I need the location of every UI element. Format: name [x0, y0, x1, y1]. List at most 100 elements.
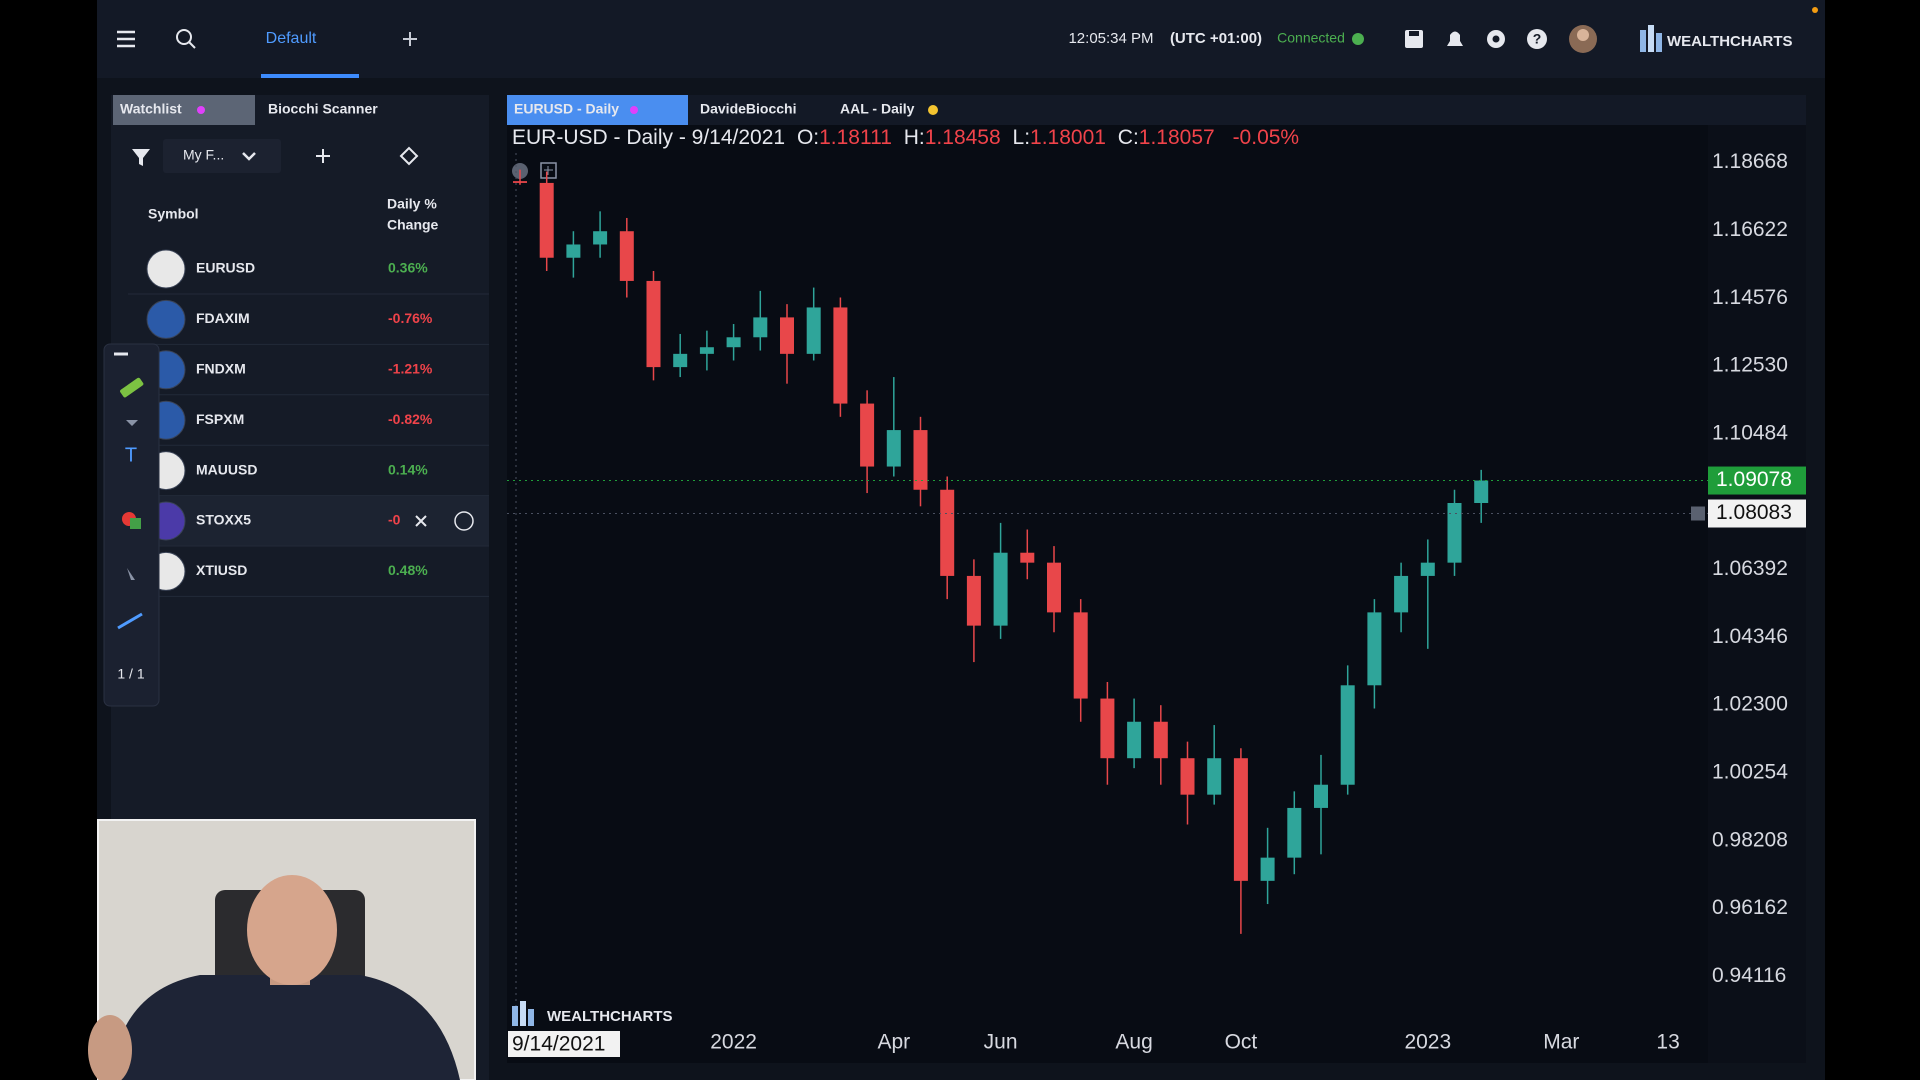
tab-dot: [197, 106, 205, 114]
candle-body: [1287, 807, 1302, 858]
alerts-button[interactable]: [1447, 31, 1463, 47]
layout-tab[interactable]: Default: [266, 30, 317, 47]
daily-change: -0.76%: [388, 310, 433, 326]
candle-body: [1340, 685, 1355, 785]
daily-change: 0.36%: [388, 260, 428, 276]
row-highlight: [128, 496, 489, 546]
candle-body: [1047, 562, 1061, 613]
candle-body: [966, 575, 981, 626]
ohlc-label: L:: [1013, 126, 1031, 149]
symbol-column-header: Symbol: [148, 206, 199, 222]
candle-body: [1447, 503, 1462, 563]
user-avatar[interactable]: [1569, 25, 1597, 53]
y-tick-label: 1.02300: [1712, 693, 1788, 716]
drawing-toolbar: T: [103, 343, 160, 707]
y-tick-label: 1.10484: [1712, 421, 1788, 444]
ohlc-value: 1.18458: [925, 126, 1001, 149]
ohlc-legend: EUR-USD - Daily - 9/14/2021 O:1.18111 H:…: [512, 126, 1299, 149]
chart-tab[interactable]: AAL - Daily: [840, 101, 915, 117]
chart-tab[interactable]: DavideBiocchi: [700, 101, 796, 117]
candle-body: [1127, 721, 1142, 759]
symbol[interactable]: MAUUSD: [196, 461, 257, 477]
timezone[interactable]: (UTC +01:00): [1170, 30, 1262, 47]
candle-body: [1100, 698, 1115, 759]
candle-body: [1367, 612, 1382, 686]
info-button[interactable]: [454, 511, 474, 531]
candle-body: [940, 489, 955, 576]
ohlc-value: 1.18057: [1139, 126, 1215, 149]
last-price-label: 1.09078: [1716, 468, 1792, 491]
symbol[interactable]: FNDXM: [196, 361, 246, 377]
remove-button[interactable]: [415, 515, 427, 527]
daily-change: 0.14%: [388, 461, 428, 477]
candle-body: [806, 307, 821, 354]
crosshair-date-box: [508, 1031, 620, 1057]
brand-logo: [1640, 25, 1662, 52]
tab-dot: [630, 106, 638, 114]
candle-body: [1314, 784, 1328, 808]
x-tick-label: 9/14/2021: [512, 1033, 605, 1056]
svg-text:?: ?: [1533, 31, 1542, 47]
candle-body: [646, 280, 661, 368]
candle-body: [780, 317, 794, 354]
save-button[interactable]: [1405, 30, 1423, 48]
ohlc-label: C:: [1118, 126, 1139, 149]
add-symbol-button[interactable]: [316, 149, 330, 163]
y-tick-label: 1.06392: [1712, 557, 1788, 580]
candle-body: [913, 430, 928, 490]
watchlist-tab[interactable]: Watchlist: [120, 101, 182, 117]
candle-body: [1420, 562, 1435, 576]
price-axis: [1708, 125, 1806, 1063]
ohlc-value: 1.18001: [1030, 126, 1106, 149]
watchlist-tab-bg: [113, 95, 255, 125]
chart-tab[interactable]: EURUSD - Daily: [514, 101, 619, 117]
candle-body: [673, 353, 688, 368]
add-tab-button[interactable]: [403, 32, 417, 46]
candle-body: [993, 552, 1008, 626]
search-button[interactable]: [176, 29, 196, 49]
change-column-header: Change: [387, 217, 439, 233]
active-chart-tab-bg: [507, 95, 688, 125]
daily-change: 0.48%: [388, 562, 428, 578]
scanner-tab[interactable]: Biocchi Scanner: [268, 101, 378, 117]
symbol[interactable]: FSPXM: [196, 411, 244, 427]
candle-body: [539, 182, 554, 258]
candle-body: [886, 430, 901, 467]
clear-button[interactable]: [399, 146, 419, 166]
candle-body: [833, 307, 848, 404]
candle-body: [1180, 758, 1195, 795]
last-price-box: [1708, 466, 1806, 495]
candle-body: [593, 231, 608, 245]
daily-change: -0: [388, 512, 401, 528]
chart-title: EUR-USD - Daily - 9/14/2021: [512, 126, 785, 149]
tab-dot: [928, 105, 938, 115]
settings-button[interactable]: [1487, 30, 1505, 48]
help-button[interactable]: ?: [1527, 29, 1547, 49]
candle-body: [513, 181, 527, 183]
symbol[interactable]: FDAXIM: [196, 310, 250, 326]
y-tick-label: 1.04346: [1712, 625, 1788, 648]
candle-body: [699, 347, 714, 354]
symbol[interactable]: XTIUSD: [196, 562, 247, 578]
ohlc-label: H:: [904, 126, 925, 149]
crosshair-add-button[interactable]: [1691, 506, 1705, 521]
list-name: My F...: [183, 147, 224, 163]
y-tick-label: 1.14576: [1712, 286, 1788, 309]
daily-change: -0.82%: [388, 411, 433, 427]
x-tick-label: Aug: [1115, 1031, 1152, 1054]
symbol[interactable]: EURUSD: [196, 260, 255, 276]
webcam-video: [88, 819, 476, 1080]
x-tick-label: Oct: [1225, 1031, 1258, 1054]
candle-body: [1020, 552, 1035, 563]
y-tick-label: 0.96162: [1712, 896, 1788, 919]
filter-button[interactable]: [132, 149, 150, 166]
x-tick-label: 13: [1656, 1031, 1679, 1054]
candle-body: [619, 231, 634, 281]
menu-button[interactable]: [117, 30, 135, 48]
candle-body: [1073, 612, 1088, 699]
svg-text:T: T: [125, 444, 137, 466]
symbol[interactable]: STOXX5: [196, 512, 251, 528]
list-dropdown[interactable]: [163, 139, 281, 173]
